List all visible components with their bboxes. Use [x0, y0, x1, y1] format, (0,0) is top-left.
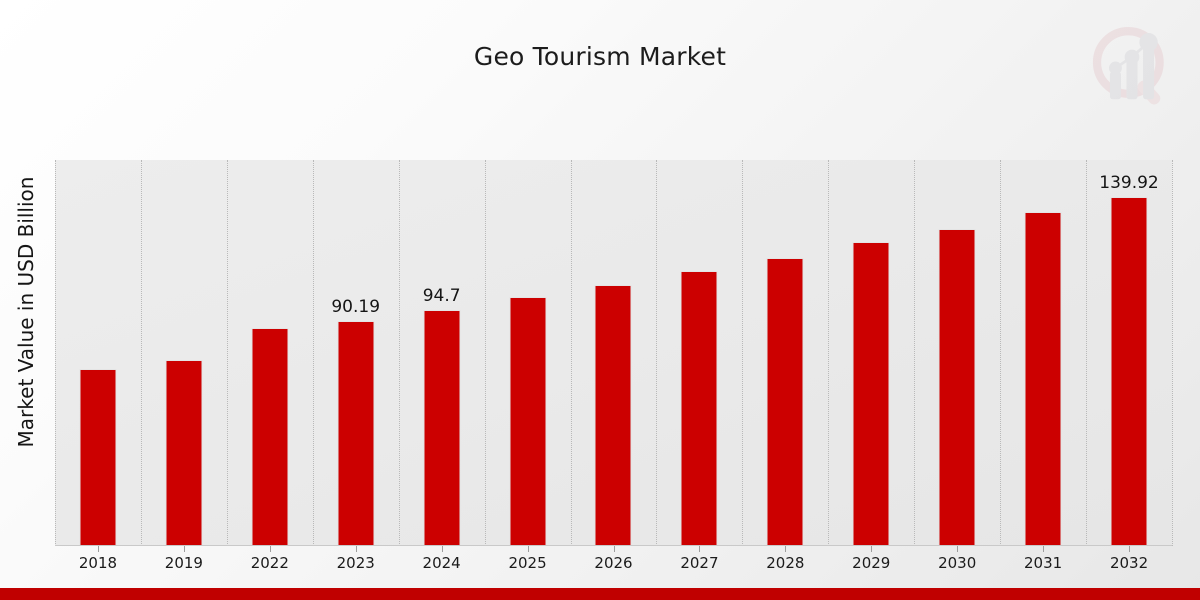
bar-value-label-2032: 139.92 — [1099, 173, 1159, 194]
x-tick-label-2019: 2019 — [164, 554, 203, 572]
x-tick-label-2031: 2031 — [1024, 554, 1063, 572]
bar-2031[interactable] — [1024, 212, 1062, 545]
bar-slot: 139.92 — [1086, 161, 1172, 545]
x-tick-2027 — [699, 546, 701, 552]
gridline — [1086, 160, 1088, 546]
chart-title: Geo Tourism Market — [473, 42, 727, 71]
x-tick-label-2026: 2026 — [594, 554, 633, 572]
x-tick-label-2018: 2018 — [78, 554, 118, 572]
bar-slot — [55, 161, 141, 545]
gridline — [1172, 160, 1174, 546]
bar-2023[interactable] — [337, 320, 375, 545]
bar-2026[interactable] — [594, 284, 632, 545]
x-tick-2029 — [871, 546, 873, 552]
x-tick-2025 — [527, 546, 529, 552]
x-tick-2032 — [1129, 546, 1131, 552]
x-tick-2028 — [785, 546, 787, 552]
x-tick-label-2022: 2022 — [250, 554, 289, 572]
gridline — [914, 160, 916, 546]
bar-value-label-2023: 90.19 — [331, 296, 381, 317]
bar-2027[interactable] — [680, 271, 718, 545]
bar-2024[interactable] — [423, 309, 461, 545]
x-tick-2023 — [355, 546, 357, 552]
x-tick-label-2029: 2029 — [852, 554, 891, 572]
bar-slot — [141, 161, 227, 545]
x-tick-2026 — [613, 546, 615, 552]
gridline — [656, 160, 658, 546]
bar-slot: 94.7 — [399, 161, 485, 545]
bar-2029[interactable] — [852, 242, 890, 545]
gridline — [570, 160, 573, 546]
x-tick-label-2027: 2027 — [680, 554, 719, 572]
bar-2032[interactable] — [1110, 197, 1148, 545]
bar-slot — [485, 161, 571, 545]
x-tick-2019 — [183, 546, 185, 552]
bar-slot — [227, 161, 313, 545]
gridline — [1000, 160, 1002, 546]
x-tick-label-2030: 2030 — [938, 554, 977, 572]
x-tick-2031 — [1043, 546, 1045, 552]
x-tick-label-2025: 2025 — [508, 554, 547, 572]
x-tick-label-2023: 2023 — [336, 554, 375, 572]
x-tick-label-2032: 2032 — [1109, 554, 1149, 572]
x-tick-2030 — [957, 546, 959, 552]
x-tick-2024 — [441, 546, 443, 552]
bar-2028[interactable] — [766, 258, 804, 545]
bar-slot — [571, 161, 657, 545]
magnifying-glass-bar-chart-logo — [1086, 22, 1178, 114]
y-axis-title: Market Value in USD Billion — [14, 176, 38, 448]
x-axis-baseline — [55, 545, 1172, 546]
x-tick-2018 — [97, 546, 99, 552]
gridline — [742, 160, 744, 546]
bar-2022[interactable] — [251, 327, 289, 545]
gridline — [398, 160, 401, 546]
gridline — [140, 160, 143, 546]
bar-slot — [656, 161, 742, 545]
gridline — [484, 160, 487, 546]
bar-2018[interactable] — [79, 368, 117, 545]
gridline — [312, 160, 315, 546]
bar-slot — [1000, 161, 1086, 545]
bar-value-label-2024: 94.7 — [422, 285, 461, 306]
bar-slot — [914, 161, 1000, 545]
x-tick-2022 — [269, 546, 271, 552]
x-tick-label-2028: 2028 — [766, 554, 805, 572]
gridline — [55, 160, 57, 546]
bar-2019[interactable] — [165, 359, 203, 545]
x-tick-label-2024: 2024 — [422, 554, 461, 572]
gridline — [828, 160, 830, 546]
bar-slot: 90.19 — [313, 161, 399, 545]
bar-slot — [828, 161, 914, 545]
bar-2030[interactable] — [938, 229, 976, 545]
plot-area: 90.19 94.7 139.92 — [55, 160, 1174, 546]
footer-accent-band — [0, 588, 1200, 600]
gridline — [226, 160, 229, 546]
bar-slot — [742, 161, 828, 545]
bar-2025[interactable] — [509, 297, 547, 545]
